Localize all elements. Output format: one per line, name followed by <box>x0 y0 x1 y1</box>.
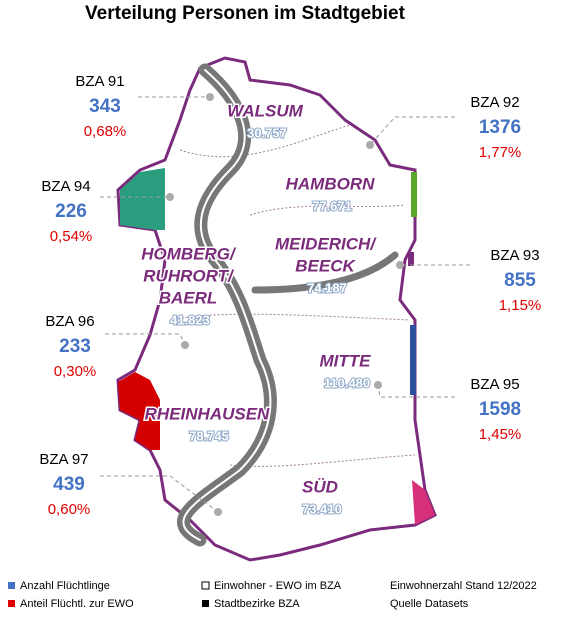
district-population: 30.757 <box>247 125 287 140</box>
leader-line <box>105 333 186 346</box>
district-population: 78.745 <box>189 428 229 443</box>
district-population: 73.410 <box>302 501 342 516</box>
legend-label: Anteil Flüchtl. zur EWO <box>20 598 134 610</box>
bza-share: 1,45% <box>479 426 522 443</box>
bza-92-area <box>411 172 417 217</box>
district-name: HAMBORN <box>286 174 375 193</box>
leader-dot <box>166 193 174 201</box>
bza-95-area <box>410 325 416 395</box>
map <box>116 56 437 562</box>
bza-share: 1,15% <box>499 297 542 314</box>
bza-97-area <box>412 480 435 525</box>
legend-swatch <box>201 581 210 590</box>
bza-count: 233 <box>59 336 91 357</box>
legend-note: Quelle Datasets <box>390 598 469 610</box>
bza-share: 0,30% <box>54 363 97 380</box>
legend-label: Einwohner - EWO im BZA <box>214 580 342 592</box>
district-name: MITTE <box>320 351 372 370</box>
bza-label: BZA 94 <box>41 178 90 195</box>
bza-96-area <box>118 372 160 450</box>
leader-dot <box>214 508 222 516</box>
leader-dot <box>374 381 382 389</box>
bza-share: 0,60% <box>48 501 91 518</box>
bza-count: 343 <box>89 96 121 117</box>
bza-count: 1598 <box>479 399 521 420</box>
bza-count: 226 <box>55 201 87 222</box>
district-population: 74.187 <box>307 280 347 295</box>
bza-label: BZA 95 <box>470 376 519 393</box>
bza-share: 0,54% <box>50 228 93 245</box>
district-population: 77.671 <box>312 198 352 213</box>
bza-share: 0,68% <box>84 123 127 140</box>
bza-label: BZA 93 <box>490 247 539 264</box>
bza-share: 1,77% <box>479 144 522 161</box>
bza-count: 855 <box>504 270 536 291</box>
bza-count: 439 <box>53 474 85 495</box>
district-name: WALSUM <box>227 101 303 120</box>
district-population: 41.823 <box>170 312 210 327</box>
district-name: SÜD <box>302 477 338 496</box>
district-population: 110.480 <box>324 375 370 390</box>
legend-swatch <box>202 600 209 607</box>
bza-94-area <box>120 168 165 230</box>
district-borders <box>169 124 416 467</box>
leader-lines <box>100 93 470 516</box>
legend-note: Einwohnerzahl Stand 12/2022 <box>390 580 537 592</box>
district-name: BEECK <box>295 256 356 275</box>
bza-label: BZA 96 <box>45 313 94 330</box>
legend-label: Stadtbezirke BZA <box>214 598 300 610</box>
leader-dot <box>366 141 374 149</box>
legend <box>8 581 210 607</box>
river <box>177 63 399 547</box>
district-name: HOMBERG/ <box>141 244 237 263</box>
bza-label: BZA 92 <box>470 94 519 111</box>
bza-label: BZA 91 <box>75 73 124 90</box>
leader-line <box>377 384 455 398</box>
district-name: BAERL <box>159 288 218 307</box>
leader-line <box>100 475 219 513</box>
leader-dot <box>181 341 189 349</box>
bza-93-area <box>408 252 414 266</box>
district-name: RHEINHAUSEN <box>145 404 270 423</box>
bza-label: BZA 97 <box>39 451 88 468</box>
title: Verteilung Personen im Stadtgebiet <box>85 3 406 24</box>
bza-count: 1376 <box>479 117 521 138</box>
legend-swatch <box>8 600 15 607</box>
legend-label: Anzahl Flüchtlinge <box>20 580 110 592</box>
leader-dot <box>396 261 404 269</box>
leader-dot <box>206 93 214 101</box>
legend-swatch <box>8 582 15 589</box>
district-name: RUHRORT/ <box>143 266 235 285</box>
district-name: MEIDERICH/ <box>275 234 377 253</box>
leader-line <box>369 116 455 146</box>
